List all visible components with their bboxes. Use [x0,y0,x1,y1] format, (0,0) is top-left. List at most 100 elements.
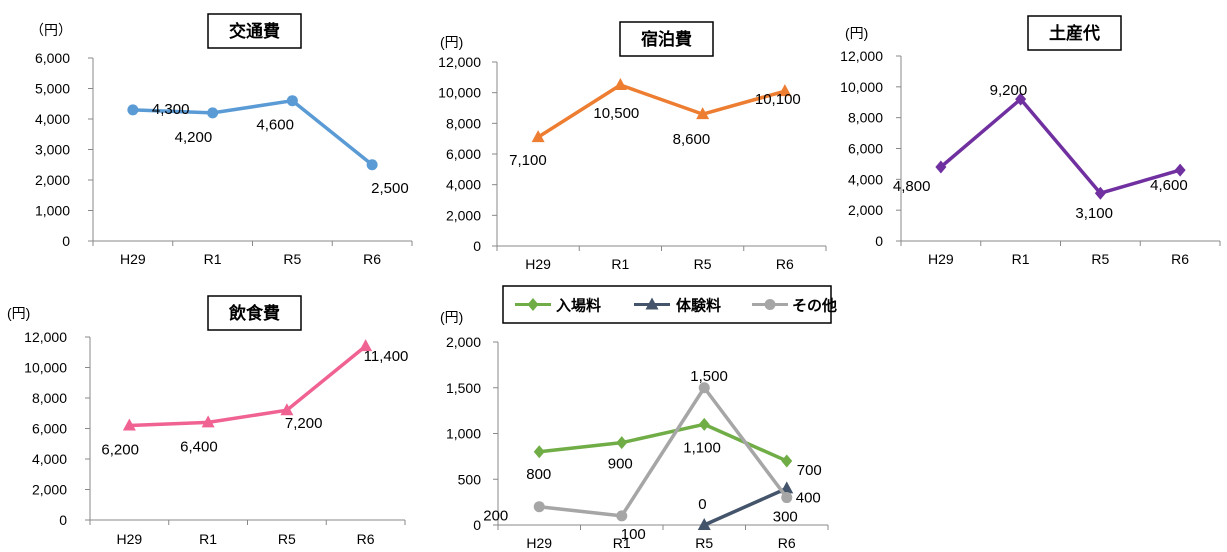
y-tick-label: 1,000 [446,426,481,442]
x-tick-label: R5 [278,531,296,547]
data-point [286,95,298,107]
series-line-0 [132,98,374,167]
data-point [533,501,545,513]
y-tick-label: 2,000 [35,172,70,188]
data-point [698,417,710,431]
data-label: 200 [483,508,508,525]
y-tick-label: 4,000 [848,171,883,187]
data-label: 7,100 [509,152,547,169]
data-label: 900 [608,456,633,473]
data-label: 7,200 [285,415,323,432]
x-tick-label: R1 [611,256,629,272]
x-tick-label: R1 [204,251,222,267]
x-tick-label: R6 [357,531,375,547]
x-tick-label: R6 [1171,251,1189,267]
series-line-0 [537,83,786,139]
x-tick-label: R1 [1012,251,1030,267]
y-tick-label: 10,000 [438,85,481,101]
y-tick-label: 0 [59,512,67,528]
y-tick-label: 3,000 [35,142,70,158]
data-label: 0 [698,496,706,513]
x-tick-label: R5 [1091,251,1109,267]
data-label: 700 [797,462,822,479]
unit-label: （円） [30,22,72,38]
unit-label: (円) [440,34,463,50]
data-label: 6,200 [101,441,139,458]
x-tick-label: R5 [694,256,712,272]
y-tick-label: 4,000 [446,177,481,193]
y-tick-label: 2,000 [848,202,883,218]
chart-transport: （円） 0 1,000 2,000 3,000 4,000 5,000 6,000 H29 R1 R… [30,13,413,267]
data-label: 4,200 [175,129,213,146]
data-point [781,454,793,468]
data-point [696,107,710,120]
y-tick-label: 0 [473,238,481,254]
data-point [778,84,792,97]
data-point [359,339,373,352]
data-point [616,436,628,450]
chart-souvenir: (円) 0 2,000 4,000 6,000 8,000 10,000 12,000 H29 R… [840,15,1221,267]
chart-title: 土産代 [1049,23,1100,43]
x-tick-label: H29 [117,531,143,547]
data-label: 6,400 [180,438,218,455]
data-point [127,104,139,116]
series-line-1 [703,486,788,527]
x-tick-label: R1 [199,531,217,547]
data-label: 4,800 [893,178,931,195]
data-point [935,160,947,174]
y-tick-label: 0 [473,517,481,533]
chart-title: 飲食費 [228,303,280,323]
x-tick-label: H29 [928,251,954,267]
data-label: 9,200 [990,82,1028,99]
data-label: 3,100 [1075,205,1113,222]
x-tick-label: R6 [778,535,796,551]
data-label: 4,600 [1150,177,1188,194]
series-line-2 [539,386,789,518]
y-tick-label: 10,000 [840,79,883,95]
data-label: 100 [621,526,646,543]
y-tick-label: 2,000 [446,207,481,223]
data-point [697,518,711,530]
data-point [201,415,215,428]
data-point [1015,92,1027,106]
data-point [1174,163,1186,177]
data-label: 4,300 [152,101,190,118]
legend-marker [645,297,659,310]
y-tick-label: 6,000 [446,146,481,162]
data-label: 800 [526,466,551,483]
data-label: 10,500 [593,105,639,122]
data-point [280,403,294,416]
chart-title: 交通費 [229,21,280,41]
chart-title: 宿泊費 [641,29,692,49]
y-tick-label: 500 [458,471,482,487]
legend-marker [764,299,776,310]
data-label: 1,100 [683,439,721,456]
y-tick-label: 4,000 [35,111,70,127]
legend-label: 入場料 [556,297,601,315]
x-tick-label: R6 [363,251,381,267]
x-tick-label: H29 [120,251,146,267]
y-tick-label: 6,000 [35,50,70,66]
y-tick-label: 4,000 [32,451,67,467]
data-point [531,130,545,143]
y-tick-label: 5,000 [35,81,70,97]
data-label: 300 [773,509,798,526]
data-label: 8,600 [673,131,711,148]
y-tick-label: 12,000 [840,48,883,64]
y-tick-label: 2,000 [446,334,481,350]
y-tick-label: 2,000 [32,482,67,498]
y-tick-label: 6,000 [32,421,67,437]
y-tick-label: 8,000 [32,390,67,406]
series-line-0 [939,97,1181,195]
y-tick-label: 6,000 [848,141,883,157]
chart-title-box [619,21,714,57]
series-line-0 [539,422,788,463]
x-tick-label: R1 [613,535,631,551]
chart-food: (円) 0 2,000 4,000 6,000 8,000 10,000 12,000 H29 R… [7,295,408,547]
y-tick-label: 8,000 [446,115,481,131]
x-tick-label: R5 [283,251,301,267]
chart-title-box [207,295,302,331]
y-tick-label: 12,000 [438,54,481,70]
y-tick-label: 0 [62,233,70,249]
